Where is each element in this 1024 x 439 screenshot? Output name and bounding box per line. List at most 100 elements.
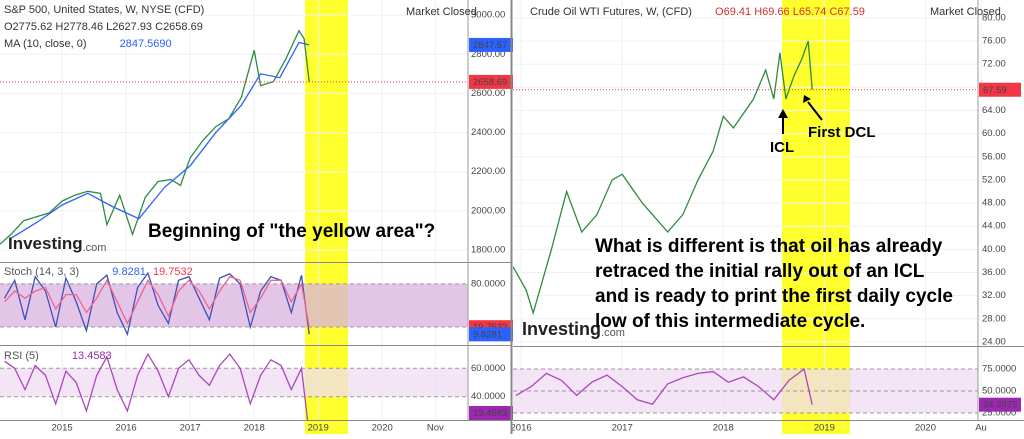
series-line — [3, 271, 310, 337]
legend-value: L65.74 — [793, 6, 827, 18]
chart-title: S&P 500, United States, W, NYSE (CFD) — [4, 4, 204, 16]
y-tick-label: 40.0000 — [471, 391, 505, 402]
ma-legend: MA (10, close, 0) 2847.5690 — [4, 38, 172, 50]
y-tick-label: 48.00 — [982, 198, 1006, 209]
y-tick-label: 36.00 — [982, 267, 1006, 278]
price-tag-label: 2658.69 — [473, 77, 507, 88]
price-tag — [469, 37, 513, 52]
watermark: Investing.com — [8, 234, 106, 253]
annotation: First DCL — [808, 124, 876, 141]
series-line — [0, 29, 310, 245]
x-tick-label: 2017 — [180, 423, 201, 434]
y-tick-label: 32.00 — [982, 290, 1006, 301]
x-tick-label: 2016 — [511, 423, 532, 434]
y-tick-label: 44.00 — [982, 221, 1006, 232]
watermark-text: .com — [601, 327, 625, 339]
indicator-title: RSI (5) — [4, 350, 39, 362]
panel — [0, 352, 468, 420]
legend-value: 13.4583 — [72, 350, 112, 362]
highlight-area — [782, 0, 850, 434]
legend-value: 2847.5690 — [120, 38, 172, 50]
panel — [0, 271, 468, 337]
x-tick-label: Nov — [427, 423, 444, 434]
note-line: and is ready to print the first daily cy… — [595, 286, 953, 307]
price-tag-label: 2847.57 — [473, 40, 507, 51]
chart-title-text: Crude Oil WTI Futures, W, (CFD) — [530, 6, 692, 18]
x-tick-label: 2016 — [116, 423, 137, 434]
watermark: Investing.com — [522, 319, 625, 339]
series-line — [515, 367, 813, 405]
price-tag — [469, 406, 513, 420]
range-band — [0, 368, 468, 397]
series-line — [10, 41, 310, 239]
watermark-text: Investing — [8, 234, 83, 253]
y-tick-label: 2000.00 — [471, 205, 505, 216]
market-status: Market Closed — [930, 6, 1001, 18]
y-tick-label: 72.00 — [982, 59, 1006, 70]
watermark-text: .com — [83, 242, 107, 254]
note-line: retraced the initial rally out of an ICL — [595, 261, 925, 282]
x-tick-label: 2017 — [612, 423, 633, 434]
price-tag-label: 34.3975 — [983, 400, 1017, 411]
y-tick-label: 28.00 — [982, 313, 1006, 324]
y-tick-label: 80.0000 — [471, 278, 505, 289]
legend-value: O69.41 — [715, 6, 751, 18]
panel — [513, 17, 978, 343]
y-tick-label: 60.0000 — [471, 363, 505, 374]
y-tick-label: 24.00 — [982, 336, 1006, 347]
y-tick-label: 75.0000 — [982, 364, 1016, 375]
price-tag-label: 13.4583 — [473, 408, 507, 419]
x-tick-label: 2019 — [308, 423, 329, 434]
indicator-title: Stoch (14, 3, 3) — [4, 266, 79, 278]
legend-value: 9.8281 — [112, 266, 146, 278]
annotation: Beginning of "the yellow area"? — [148, 221, 435, 242]
note-line: low of this intermediate cycle. — [595, 311, 865, 332]
arrow-head — [803, 95, 811, 103]
y-tick-label: 40.00 — [982, 244, 1006, 255]
x-tick-label: Au — [975, 423, 987, 434]
y-tick-label: 52.00 — [982, 174, 1006, 185]
ohlc-legend: O2775.62 H2778.46 L2627.93 C2658.69 — [4, 21, 203, 33]
panel — [0, 14, 468, 251]
price-tag — [979, 82, 1021, 97]
chart-title: Crude Oil WTI Futures, W, (CFD) O69.41 H… — [530, 6, 865, 18]
y-tick-label: 60.00 — [982, 128, 1006, 139]
y-tick-label: 1800.00 — [471, 245, 505, 256]
y-tick-label: 80.00 — [982, 12, 1006, 23]
range-band — [0, 283, 468, 328]
x-tick-label: 2020 — [915, 423, 936, 434]
y-tick-label: 76.00 — [982, 36, 1006, 47]
y-tick-label: 3000.00 — [471, 10, 505, 21]
indicator-legend: Stoch (14, 3, 3) 9.8281 19.7532 — [4, 266, 193, 278]
arrow — [807, 101, 823, 121]
x-tick-label: 2019 — [814, 423, 835, 434]
note-line: What is different is that oil has alread… — [595, 236, 943, 257]
legend-value: H69.66 — [754, 6, 789, 18]
legend-value: C2658.69 — [155, 21, 203, 33]
arrow-head — [778, 109, 788, 118]
y-tick-label: 2200.00 — [471, 166, 505, 177]
y-tick-label: 50.0000 — [982, 385, 1016, 396]
price-tag-label: 67.59 — [983, 85, 1007, 96]
legend-entry: MA (10, close, 0) — [4, 38, 87, 50]
series-line — [513, 40, 813, 316]
series-line — [4, 275, 310, 328]
annotation: ICL — [770, 139, 794, 156]
y-tick-label: 2600.00 — [471, 88, 505, 99]
x-tick-label: 2018 — [244, 423, 265, 434]
indicator-legend: RSI (5) 13.4583 — [4, 350, 112, 362]
y-tick-label: 56.00 — [982, 151, 1006, 162]
legend-value: C67.59 — [829, 6, 864, 18]
legend-value: 19.7532 — [153, 266, 193, 278]
highlight-area — [305, 0, 348, 434]
price-tag — [469, 74, 513, 89]
y-tick-label: 64.00 — [982, 105, 1006, 116]
series-line — [4, 352, 309, 420]
legend-value: O2775.62 — [4, 21, 52, 33]
y-tick-label: 2400.00 — [471, 127, 505, 138]
watermark-text: Investing — [522, 319, 601, 339]
price-tag — [469, 327, 513, 342]
